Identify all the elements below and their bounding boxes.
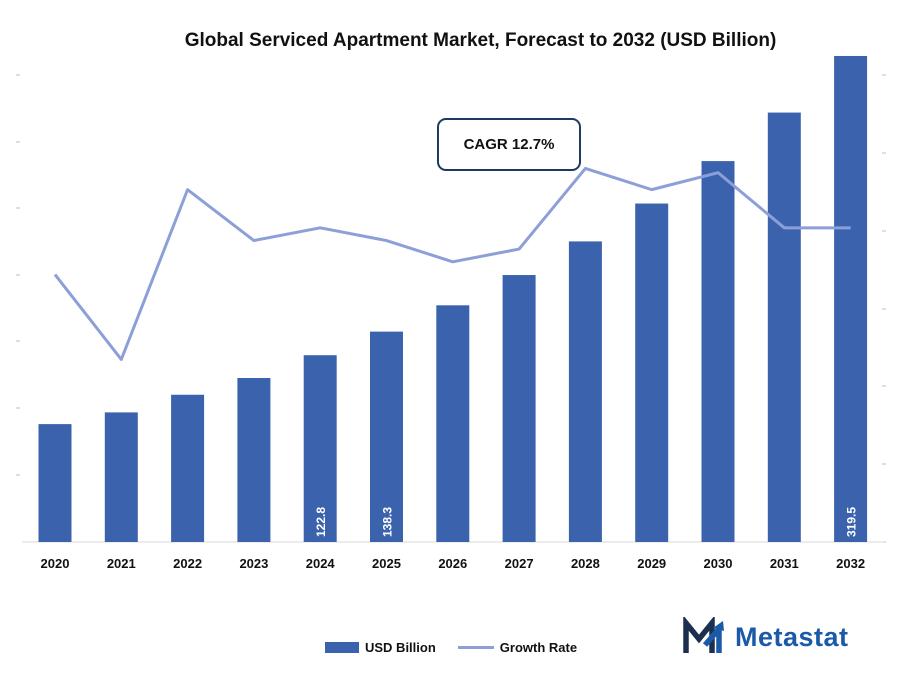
bar-2024 [303, 355, 337, 542]
logo-text: Metastat [735, 621, 849, 652]
bar-2025 [370, 331, 403, 542]
x-tick-label-2031: 2031 [770, 556, 799, 571]
bar-2029 [635, 203, 669, 542]
bar-series [38, 55, 868, 543]
legend-bar-label: USD Billion [365, 640, 436, 655]
x-tick-label-2025: 2025 [372, 556, 401, 571]
x-tick-label-2026: 2026 [438, 556, 467, 571]
legend-line-swatch [457, 646, 494, 649]
bar-data-label-2032: 319.5 [845, 507, 859, 537]
bar-2027 [502, 275, 536, 542]
bar-2022 [171, 394, 205, 542]
legend: USD Billion Growth Rate [325, 640, 577, 655]
bar-2021 [104, 412, 138, 542]
chart-title: Global Serviced Apartment Market, Foreca… [184, 30, 777, 51]
cagr-annotation: CAGR 12.7% [437, 118, 581, 171]
legend-bar-swatch [325, 642, 359, 653]
bar-data-label-2024: 122.8 [314, 507, 328, 537]
x-tick-label-2021: 2021 [107, 556, 136, 571]
x-tick-label-2027: 2027 [505, 556, 534, 571]
x-tick-label-2023: 2023 [239, 556, 268, 571]
bar-2031 [767, 112, 801, 542]
x-axis-tick-labels: 2020 2021 2022 2023 2024 2025 2026 2027 2028 2029… [41, 556, 866, 571]
metastat-logo: Metastat [683, 617, 849, 657]
bar-2020 [38, 424, 72, 542]
legend-line-label: Growth Rate [499, 640, 578, 655]
metastat-m-icon [683, 617, 724, 653]
bar-data-label-2025: 138.3 [381, 507, 395, 537]
x-tick-label-2029: 2029 [637, 556, 666, 571]
x-tick-label-2032: 2032 [836, 556, 865, 571]
right-axis-ticks [882, 74, 886, 543]
x-tick-label-2028: 2028 [571, 556, 600, 571]
x-tick-label-2022: 2022 [173, 556, 202, 571]
bar-2023 [237, 378, 271, 542]
bar-2026 [436, 305, 470, 542]
bar-2028 [568, 241, 602, 542]
growth-rate-series [53, 166, 851, 361]
bar-2032 [834, 55, 868, 543]
x-tick-label-2030: 2030 [704, 556, 733, 571]
x-tick-label-2024: 2024 [306, 556, 336, 571]
x-tick-label-2020: 2020 [41, 556, 70, 571]
bar-2030 [701, 161, 735, 542]
cagr-annotation-text: CAGR 12.7% [463, 136, 555, 153]
left-axis-ticks [16, 74, 20, 476]
bar-data-labels: 122.8 138.3 319.5 [314, 507, 858, 537]
